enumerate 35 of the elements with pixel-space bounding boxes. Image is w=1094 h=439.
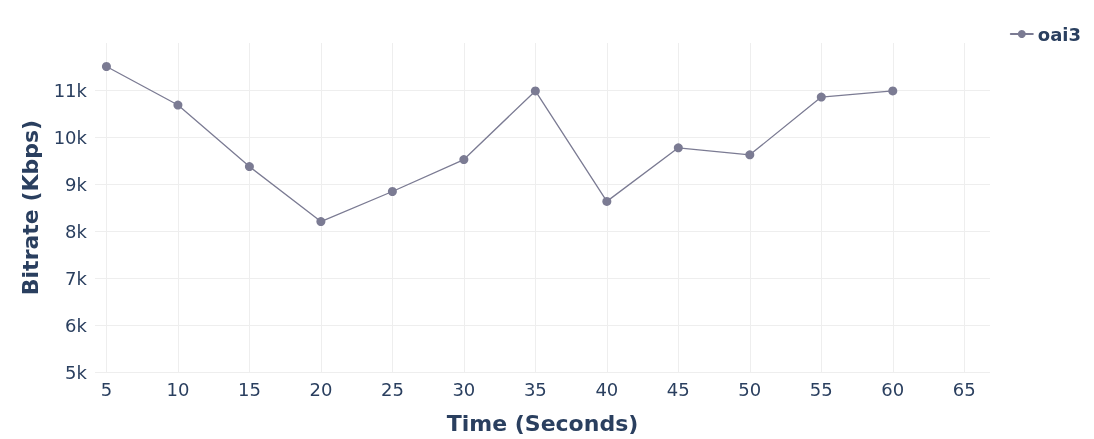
- point: [745, 150, 755, 160]
- x-tick-label: 50: [738, 378, 762, 400]
- x-tick-label: 65: [952, 378, 976, 400]
- point: [888, 86, 898, 96]
- x-tick-label: 10: [166, 378, 190, 400]
- point: [530, 86, 540, 96]
- x-tick-label: 25: [380, 378, 404, 400]
- point: [387, 187, 397, 197]
- y-tick-label: 11k: [53, 79, 88, 101]
- x-tick-label: 35: [523, 378, 547, 400]
- x-tick-label: 60: [881, 378, 905, 400]
- y-axis-title: Bitrate (Kbps): [17, 119, 43, 296]
- point: [673, 143, 683, 153]
- point: [316, 217, 326, 227]
- x-axis-title: Time (Seconds): [446, 410, 639, 436]
- point: [101, 62, 111, 71]
- x-tick-label: 30: [452, 378, 476, 400]
- x-tick-label: 5: [100, 378, 113, 400]
- x-tick-label: 55: [809, 378, 833, 400]
- point: [459, 155, 469, 165]
- y-tick-label: 7k: [65, 267, 88, 289]
- legend-label: oai3: [1037, 23, 1082, 45]
- y-tick-label: 8k: [65, 220, 88, 242]
- y-tick-label: 6k: [65, 314, 88, 336]
- point: [602, 196, 612, 206]
- x-tick-label: 15: [237, 378, 261, 400]
- x-tick-label: 20: [309, 378, 333, 400]
- point: [244, 162, 254, 172]
- y-tick-label: 9k: [65, 173, 88, 195]
- x-tick-label: 40: [595, 378, 619, 400]
- x-tick-label: 45: [666, 378, 690, 400]
- y-tick-label: 10k: [53, 126, 88, 148]
- point: [816, 92, 826, 102]
- y-tick-label: 5k: [65, 361, 88, 383]
- point: [173, 100, 183, 110]
